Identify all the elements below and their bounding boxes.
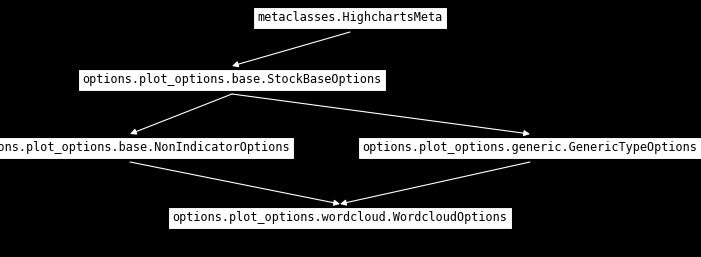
Text: options.plot_options.generic.GenericTypeOptions: options.plot_options.generic.GenericType… xyxy=(362,142,697,154)
Text: options.plot_options.base.NonIndicatorOptions: options.plot_options.base.NonIndicatorOp… xyxy=(0,142,290,154)
Text: options.plot_options.base.StockBaseOptions: options.plot_options.base.StockBaseOptio… xyxy=(83,74,381,87)
Text: options.plot_options.wordcloud.WordcloudOptions: options.plot_options.wordcloud.Wordcloud… xyxy=(172,212,508,225)
Text: metaclasses.HighchartsMeta: metaclasses.HighchartsMeta xyxy=(257,12,442,24)
